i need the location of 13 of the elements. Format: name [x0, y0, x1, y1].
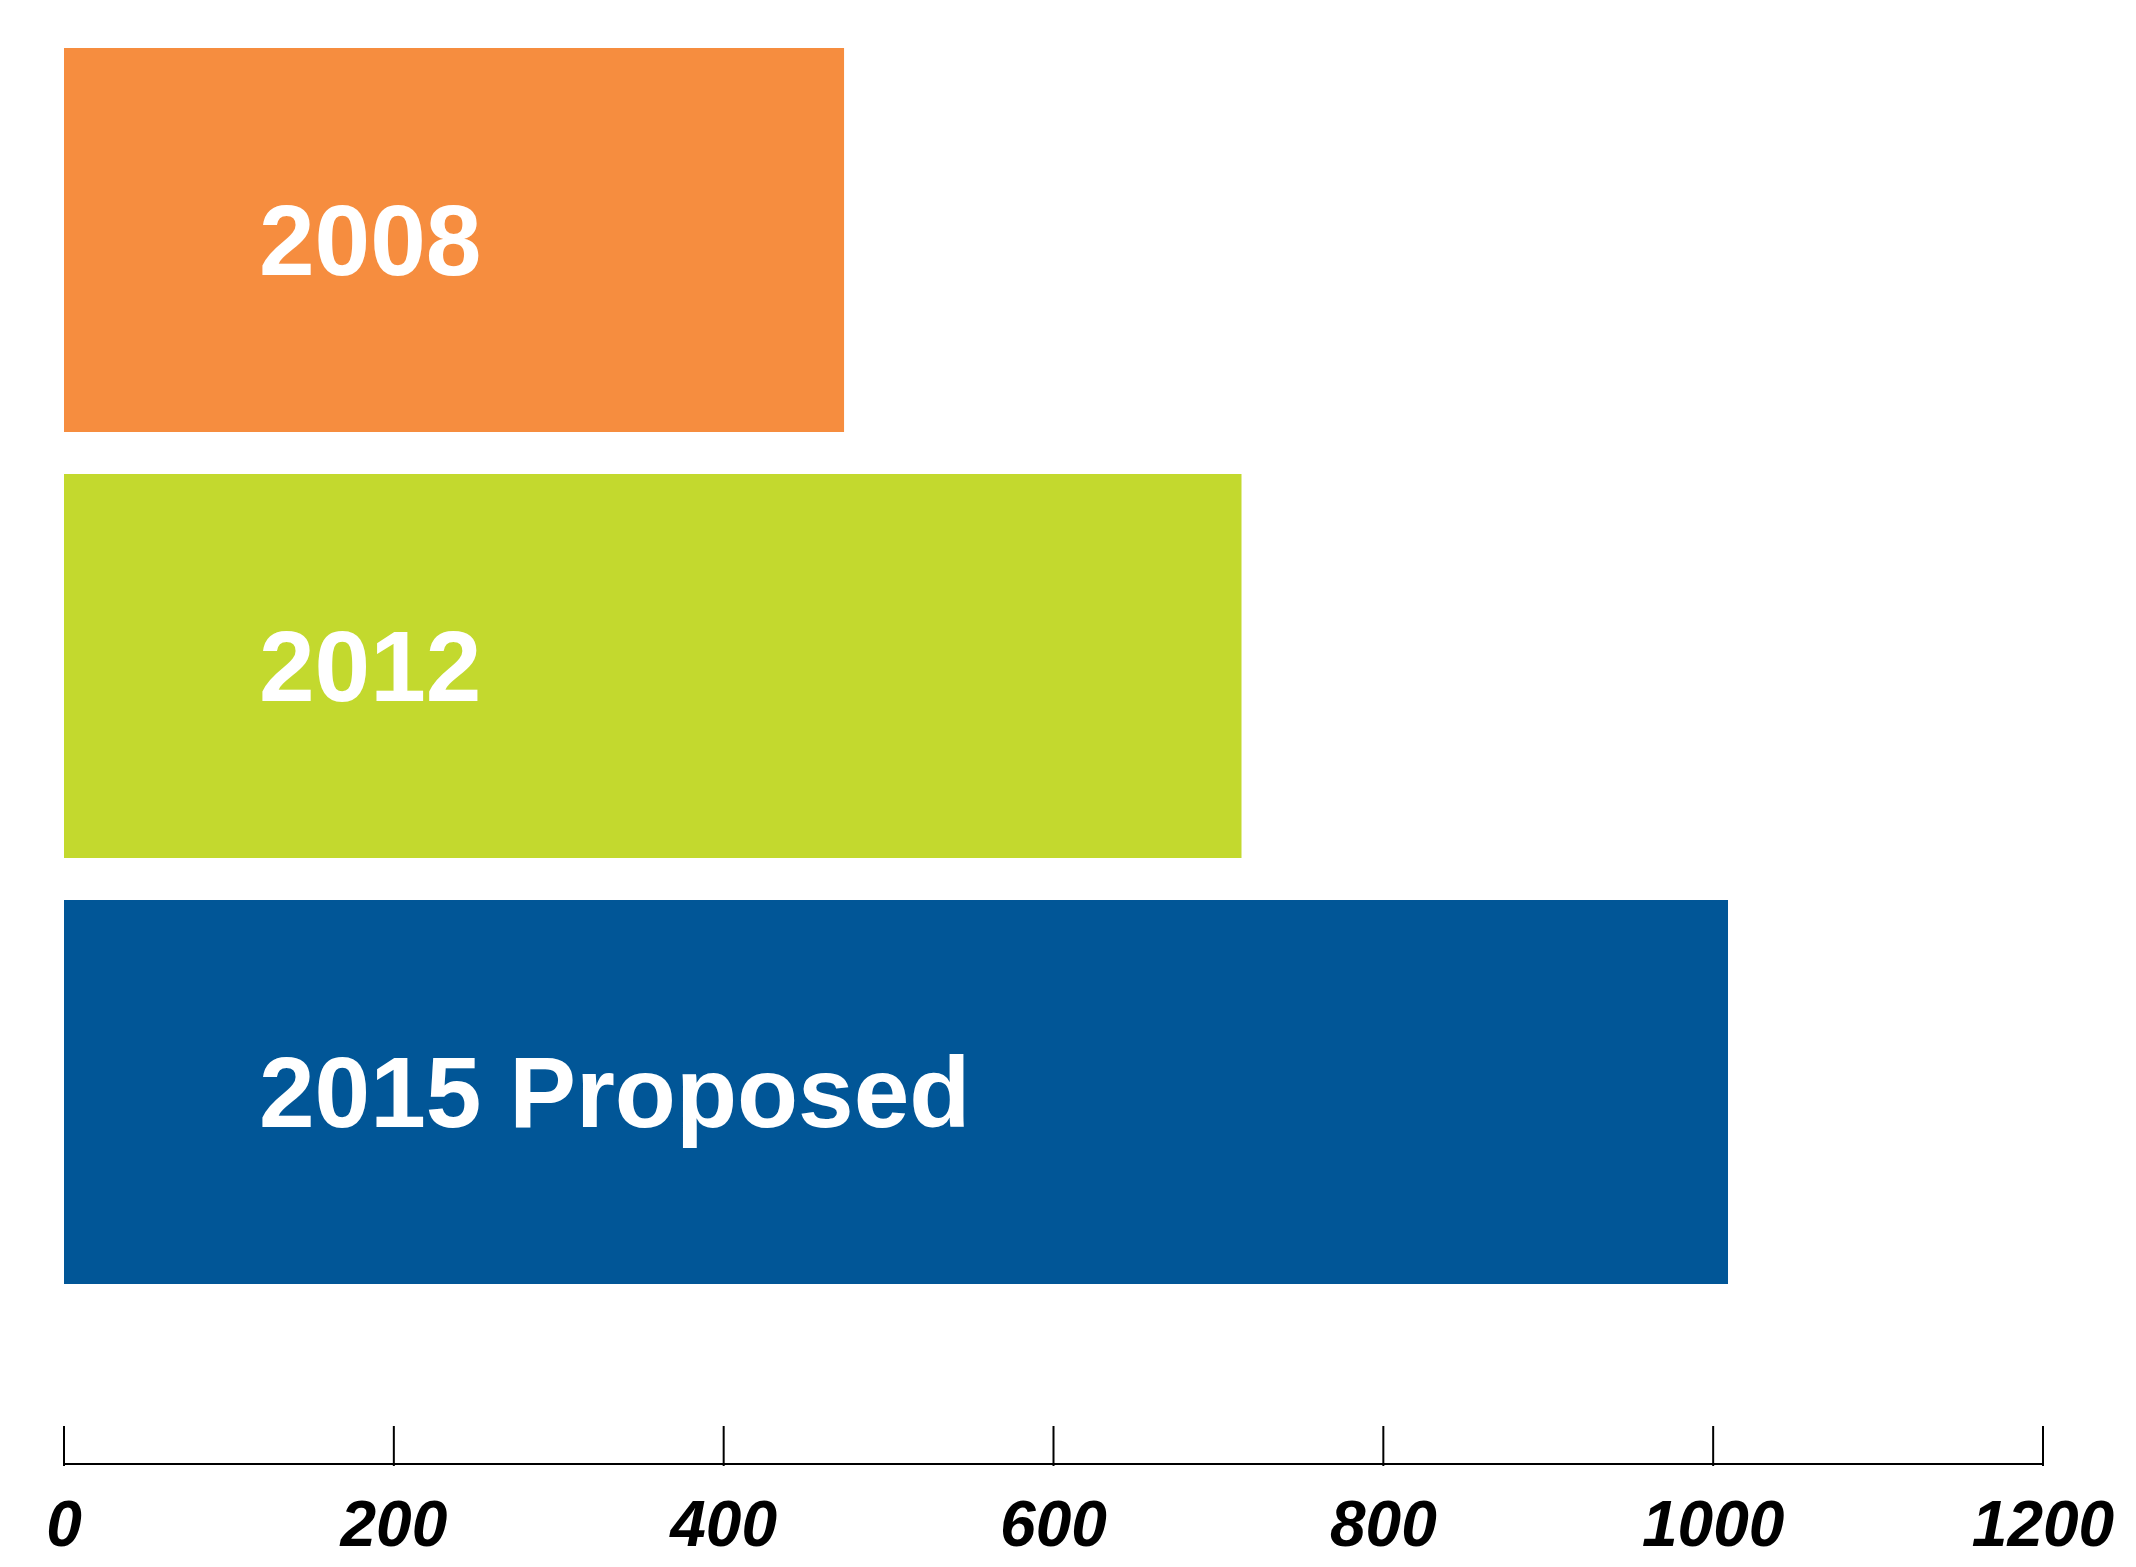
x-tick-label: 200 — [339, 1488, 448, 1560]
x-tick-label: 0 — [46, 1488, 82, 1560]
bar — [64, 474, 1242, 858]
y-tick-label: 2012 — [259, 610, 482, 722]
y-tick-label: 2008 — [259, 184, 482, 296]
x-tick-label: 600 — [1000, 1488, 1107, 1560]
bar — [64, 48, 845, 432]
x-tick-label: 400 — [668, 1488, 778, 1560]
x-tick-label: 1200 — [1971, 1488, 2115, 1560]
x-tick-label: 800 — [1329, 1488, 1437, 1560]
y-tick-label: 2015 Proposed — [259, 1036, 971, 1148]
bar — [64, 900, 1729, 1284]
x-tick-label: 1000 — [1641, 1488, 1785, 1560]
